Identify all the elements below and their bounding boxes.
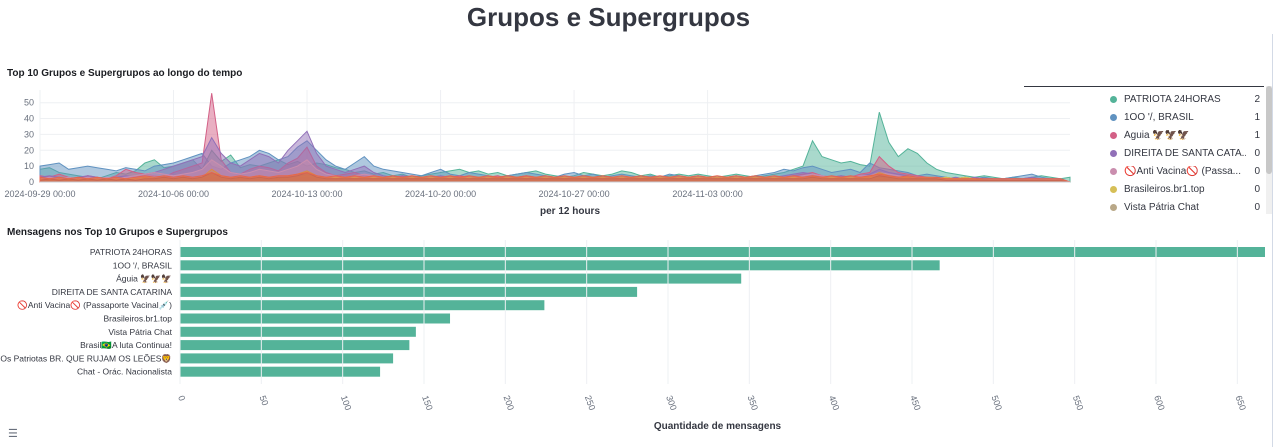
legend-label: 1OO '/, BRASIL (1124, 111, 1194, 123)
x-axis-label: Quantidade de mensagens (654, 421, 782, 432)
legend-swatch (1110, 167, 1117, 175)
bar[interactable] (180, 300, 545, 311)
panel-divider (1272, 34, 1273, 447)
legend-swatch (1110, 185, 1117, 193)
x-tick-label: 2024-10-13 00:00 (272, 189, 343, 199)
legend-label: PATRIOTA 24HORAS (1124, 93, 1221, 105)
legend-item[interactable]: Águia 🦅🦅🦅 1 (1110, 126, 1260, 144)
bar-category-label: .Os Patriotas BR. QUE RUJAM OS LEÕES🦁 (0, 353, 172, 363)
bar-category-label: 🚫Anti Vacina🚫 (Passaporte Vacinal💉) (17, 300, 172, 310)
x-tick-label: 400 (827, 394, 842, 412)
legend-value: 0 (1254, 183, 1260, 195)
bar[interactable] (180, 326, 416, 337)
legend-swatch (1110, 131, 1117, 139)
legend-label: 🚫Anti Vacina🚫 (Passa... (1124, 165, 1241, 177)
area-series[interactable] (39, 171, 1071, 183)
legend-label: Águia 🦅🦅🦅 (1124, 129, 1190, 141)
legend-label: Brasileiros.br1.top (1124, 183, 1205, 195)
legend-label: DIREITA DE SANTA CATA... (1124, 147, 1246, 159)
bar-category-label: Brasil🇧🇷A luta Continua! (80, 340, 172, 350)
y-tick-label: 40 (24, 114, 34, 124)
bar[interactable] (180, 273, 742, 284)
y-tick-label: 50 (24, 98, 34, 108)
legend-item[interactable]: 1OO '/, BRASIL 1 (1110, 108, 1260, 126)
x-tick-label: 2024-10-27 00:00 (539, 189, 610, 199)
x-tick-label: 200 (501, 394, 516, 412)
bar[interactable] (180, 340, 410, 351)
legend-item[interactable]: Brasileiros.br1.top 0 (1110, 180, 1260, 198)
legend-swatch (1110, 203, 1117, 211)
y-tick-label: 30 (24, 129, 34, 139)
legend-item[interactable]: Vista Pátria Chat 0 (1110, 198, 1260, 214)
x-tick-label: 300 (664, 394, 679, 412)
legend-value: 0 (1254, 201, 1260, 213)
bar[interactable] (180, 313, 451, 324)
legend-label: Vista Pátria Chat (1124, 201, 1199, 213)
bar-category-label: Brasileiros.br1.top (103, 314, 172, 324)
legend-swatch (1110, 95, 1117, 103)
bar-category-label: PATRIOTA 24HORAS (90, 247, 173, 257)
x-tick-label: 0 (176, 394, 187, 402)
legend-item[interactable]: PATRIOTA 24HORAS 2 (1110, 90, 1260, 108)
legend-value: 1 (1254, 111, 1260, 123)
bar[interactable] (180, 247, 1265, 257)
legend-value: 2 (1254, 93, 1260, 105)
x-tick-label: 450 (908, 394, 923, 412)
bar-panel-title: Mensagens nos Top 10 Grupos e Supergrupo… (7, 227, 228, 238)
y-tick-label: 10 (24, 161, 34, 171)
area-panel-title: Top 10 Grupos e Supergrupos ao longo do … (7, 68, 243, 79)
x-tick-label: 2024-11-03 00:00 (672, 189, 742, 199)
x-tick-label: 250 (583, 394, 598, 412)
x-tick-label: 600 (1152, 394, 1167, 412)
legend-value: 0 (1254, 147, 1260, 159)
bar[interactable] (180, 353, 394, 364)
bar[interactable] (180, 286, 638, 297)
legend-swatch (1110, 149, 1117, 157)
bar-category-label: Vista Pátria Chat (108, 327, 172, 337)
legend-scrollbar[interactable] (1266, 86, 1272, 214)
x-tick-label: 2024-10-20 00:00 (405, 189, 476, 199)
chart-legend: PATRIOTA 24HORAS 2 1OO '/, BRASIL 1 Águia 🦅🦅… (1024, 86, 1264, 214)
bar-chart[interactable]: PATRIOTA 24HORAS 1OO '/, BRASIL Águia 🦅🦅🦅 D… (0, 240, 1272, 435)
x-tick-label: 650 (1233, 394, 1248, 412)
legend-swatch (1110, 113, 1117, 121)
x-tick-label: 350 (745, 394, 760, 412)
y-tick-label: 20 (24, 145, 34, 155)
bar-category-label: Chat - Orác. Nacionalista (77, 367, 172, 377)
list-icon[interactable]: ☰ (8, 428, 18, 440)
bar[interactable] (180, 260, 940, 271)
x-tick-label: 2024-10-06 00:00 (138, 189, 209, 199)
bar-category-label: DIREITA DE SANTA CATARINA (52, 287, 173, 297)
legend-item[interactable]: DIREITA DE SANTA CATA... 0 (1110, 144, 1260, 162)
page-title: Grupos e Supergrupos (466, 2, 751, 32)
x-tick-label: 50 (257, 394, 270, 407)
bar[interactable] (180, 366, 381, 377)
legend-divider (1024, 86, 1264, 87)
area-chart[interactable]: 0 10 20 30 40 50 2024-09-29 00:00 2024-10-06 00… (0, 86, 1100, 221)
legend-scroll-thumb[interactable] (1266, 86, 1272, 174)
x-tick-label: 150 (420, 394, 435, 412)
x-tick-label: 100 (339, 394, 354, 412)
x-tick-label: 500 (989, 394, 1004, 412)
legend-item[interactable]: 🚫Anti Vacina🚫 (Passa... 0 (1110, 162, 1260, 180)
bar-category-label: 1OO '/, BRASIL (113, 260, 173, 270)
bar-category-label: Águia 🦅🦅🦅 (116, 274, 172, 284)
legend-value: 1 (1254, 129, 1260, 141)
legend-value: 0 (1254, 165, 1260, 177)
x-tick-label: 550 (1071, 394, 1086, 412)
x-tick-label: 2024-09-29 00:00 (4, 189, 75, 199)
x-axis-label: per 12 hours (540, 206, 600, 217)
y-tick-label: 0 (29, 177, 34, 187)
